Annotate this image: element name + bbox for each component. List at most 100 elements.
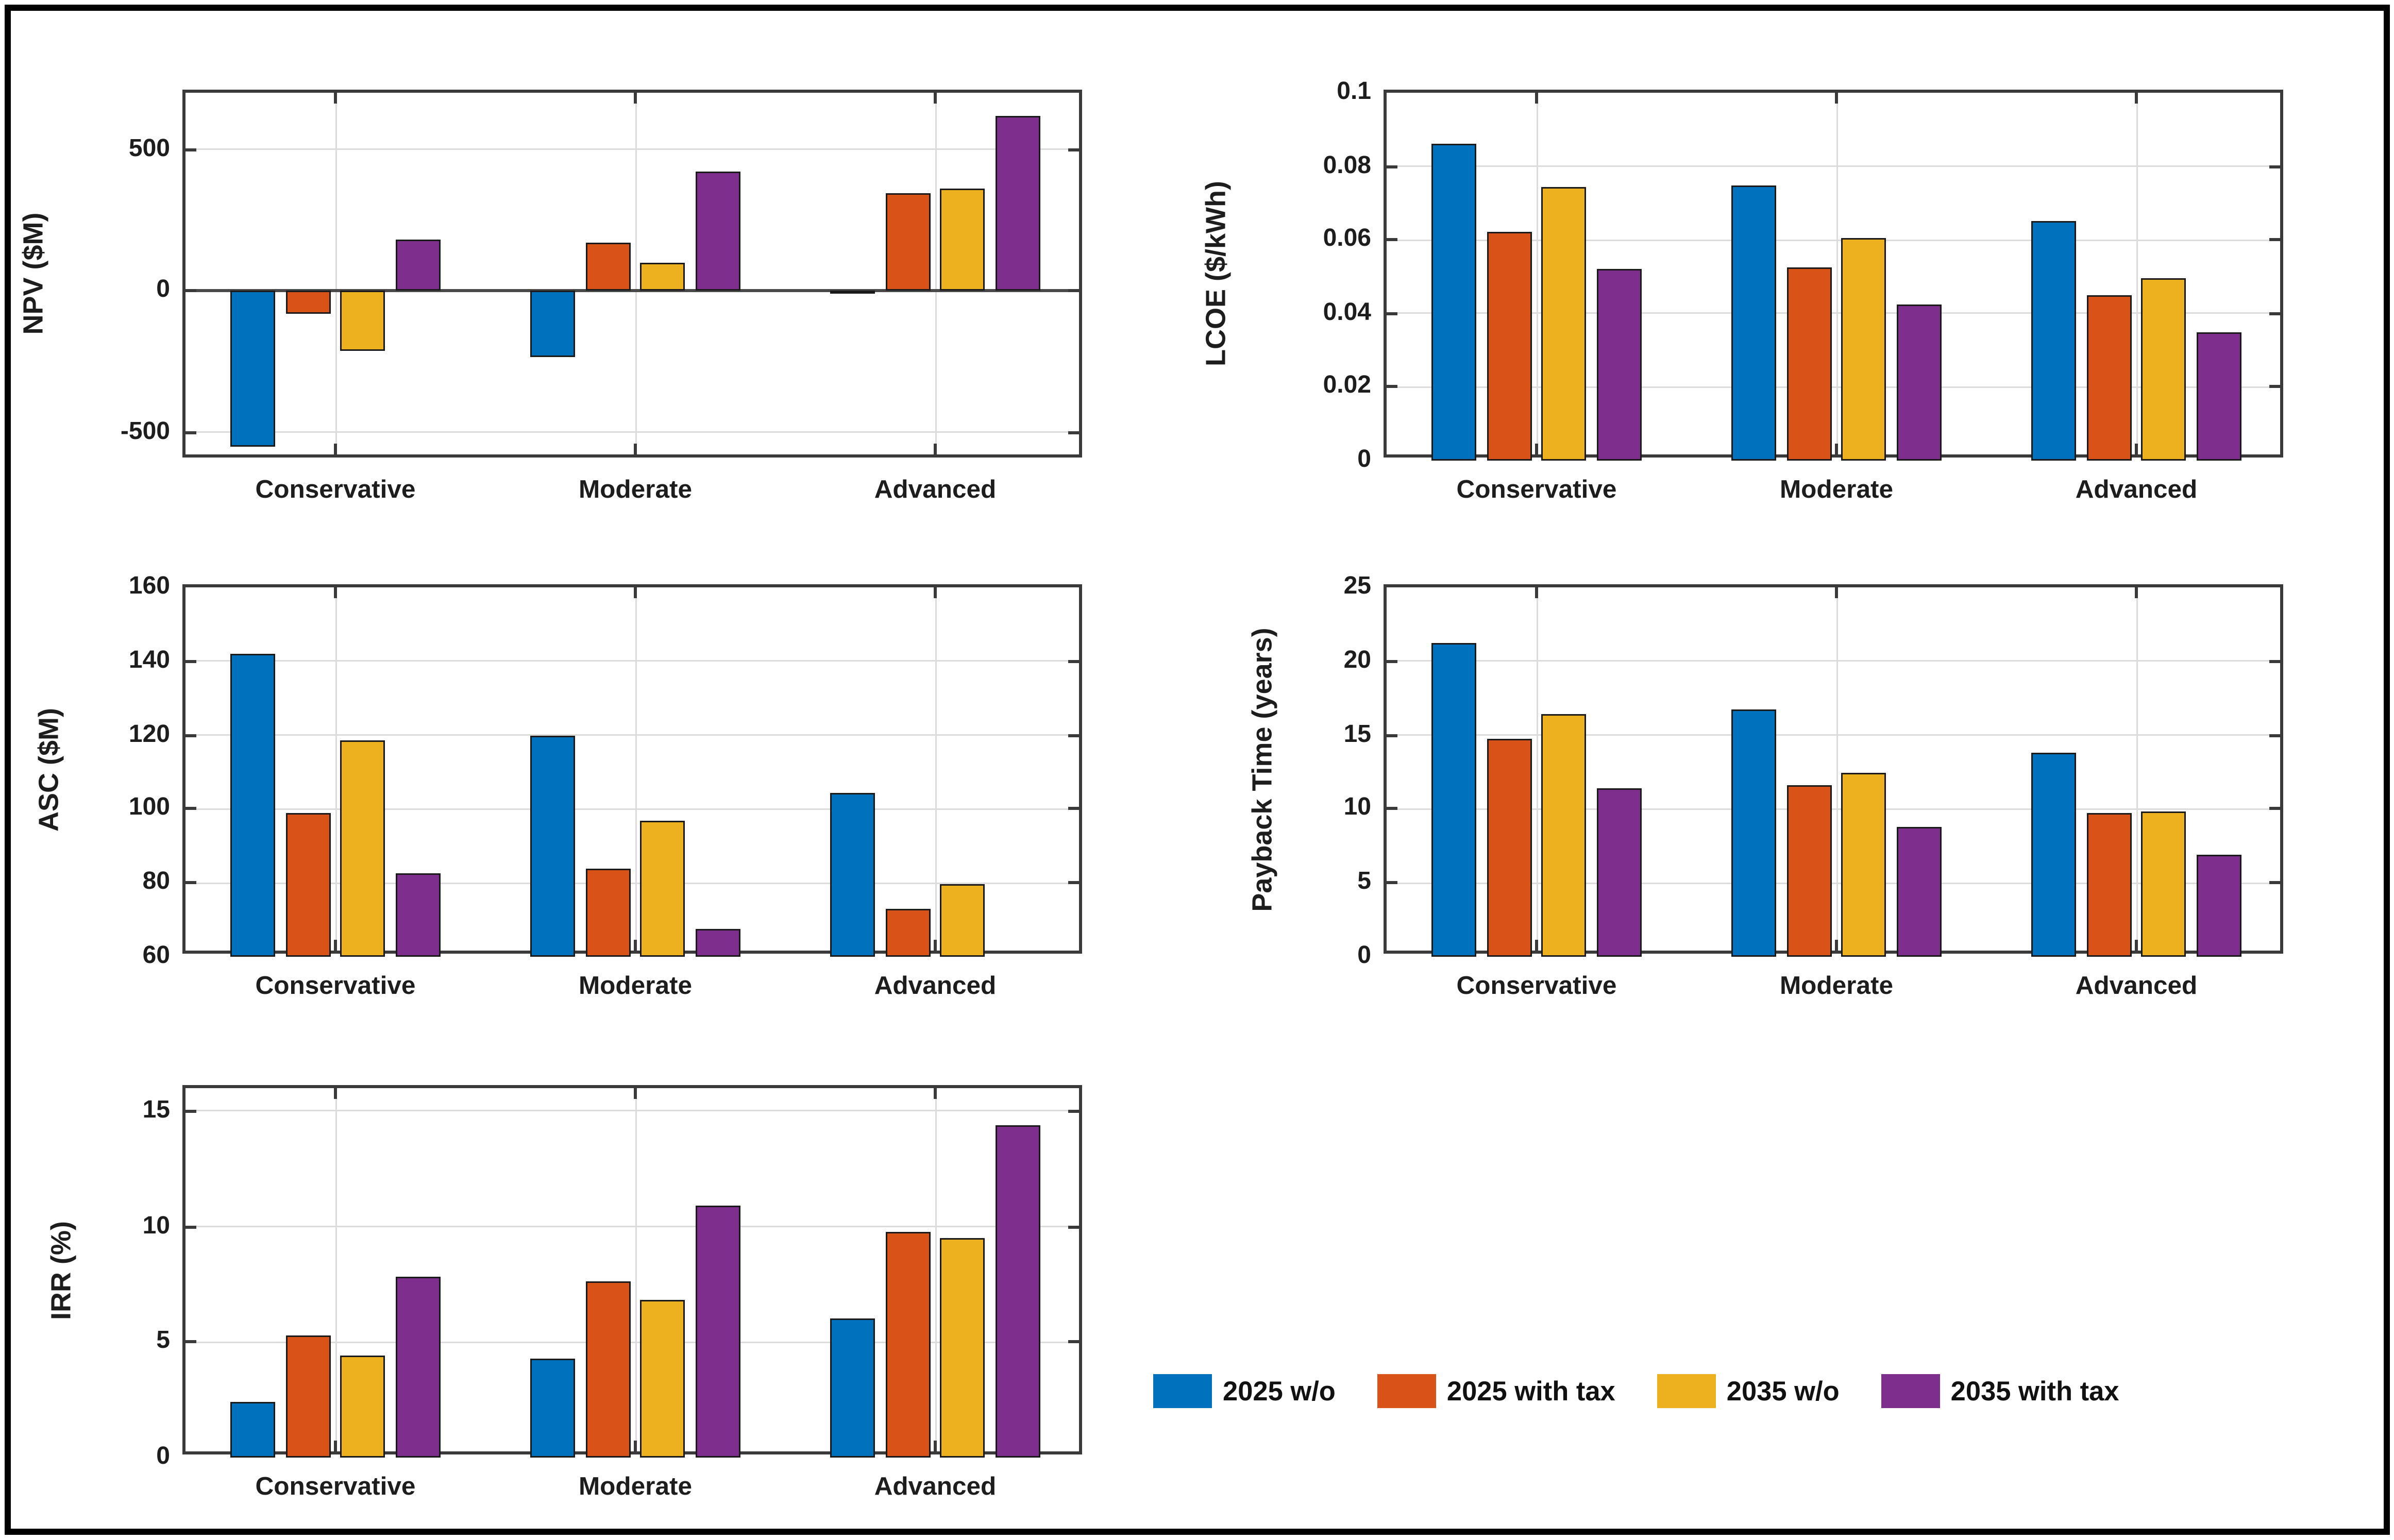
h-gridline [186,882,1079,884]
y-tick-label: 25 [1343,573,1371,600]
y-tick-mark [186,431,196,434]
y-tick-mark [1068,733,1079,737]
y-tick-mark [1068,881,1079,885]
y-tick-label: 0.06 [1323,226,1371,252]
bar-2025-w-o-moderate [1730,710,1776,957]
x-tick-mark [634,93,637,104]
x-tick-label-moderate: Moderate [578,1473,693,1501]
y-tick-mark [1387,881,1397,885]
y-tick-label: 120 [128,721,170,748]
bar-2035-w-o-conservative [1542,714,1587,957]
x-tick-mark [334,1088,337,1099]
y-tick-label: 0.08 [1323,152,1371,179]
bar-2025-with-tax-conservative [285,291,330,314]
bar-2025-with-tax-conservative [285,813,330,957]
bar-2035-with-tax-advanced [2197,332,2243,461]
y-tick-mark [186,733,196,737]
y-tick-label: 160 [128,573,170,600]
legend-swatch-2035-with-tax [1881,1374,1940,1408]
asc-y-axis-label: ASC ($M) [33,707,64,831]
y-tick-mark [186,1225,196,1228]
v-gridline [334,93,336,454]
bar-2025-w-o-advanced [2030,221,2076,461]
y-tick-label: 80 [142,869,170,895]
y-tick-label: 0 [1357,447,1371,473]
legend-item-2035-wo: 2035 w/o [1657,1374,1840,1408]
h-gridline [186,808,1079,810]
y-tick-label: 20 [1343,647,1371,674]
y-tick-label: 500 [128,135,170,162]
bar-2035-with-tax-advanced [996,115,1041,291]
bar-2035-with-tax-moderate [696,1206,741,1458]
y-tick-label: 0.02 [1323,373,1371,400]
bar-2025-w-o-conservative [1430,643,1476,957]
v-gridline [2135,93,2137,454]
bar-2025-with-tax-moderate [585,868,630,957]
bar-2025-with-tax-advanced [885,1231,930,1458]
h-gridline [1387,660,2280,662]
legend-label-2025-with-tax: 2025 with tax [1446,1375,1615,1406]
bar-2035-with-tax-conservative [396,240,442,291]
x-tick-mark [1535,93,1538,104]
bar-2035-with-tax-conservative [396,873,442,957]
x-tick-label-moderate: Moderate [578,972,693,1000]
legend-swatch-2025-with-tax [1377,1374,1436,1408]
h-gridline [1387,165,2280,167]
v-gridline [634,587,636,951]
y-tick-mark [1068,289,1079,293]
bar-2035-w-o-moderate [640,1300,686,1458]
npv-chart: NPV ($M) -500 0 500 Conservative Moderate Adv… [18,90,1082,504]
h-gridline [1387,239,2280,241]
legend-item-2025-with-tax: 2025 with tax [1377,1374,1615,1408]
x-tick-mark [634,940,637,951]
zero-baseline [186,289,1079,293]
y-tick-mark [1068,431,1079,434]
bar-2025-with-tax-advanced [885,193,930,291]
h-gridline [186,734,1079,736]
x-tick-mark [1835,93,1838,104]
bar-2035-w-o-moderate [640,820,686,957]
y-tick-mark [186,659,196,663]
h-gridline [1387,312,2280,314]
y-tick-mark [1068,807,1079,811]
y-tick-mark [1068,1225,1079,1228]
bar-2035-with-tax-moderate [1897,826,1943,957]
y-tick-label: 0.1 [1337,79,1371,105]
bar-2035-w-o-conservative [341,291,386,351]
irr-chart: IRR (%) 0 5 10 15 Conservative Moderate Advanc… [46,1085,1082,1501]
y-tick-mark [1387,807,1397,811]
y-tick-label: 0.04 [1323,299,1371,326]
bar-2035-with-tax-conservative [1597,269,1643,461]
x-tick-mark [934,940,937,951]
y-tick-mark [186,1340,196,1344]
v-gridline [1536,93,1538,454]
bar-2025-w-o-conservative [1430,144,1476,461]
bar-2025-w-o-conservative [229,654,275,957]
x-tick-label-advanced: Advanced [874,1473,997,1501]
lcoe-plot-area: 0 0.02 0.04 0.06 0.08 0.1 Conservative Moderate… [1323,79,2283,504]
v-gridline [334,1088,336,1451]
v-gridline [934,1088,936,1451]
bar-2035-with-tax-advanced [996,1125,1041,1458]
v-gridline [334,587,336,951]
bar-2025-with-tax-moderate [1786,785,1831,957]
y-tick-mark [186,1109,196,1113]
x-tick-mark [2135,940,2138,951]
legend: 2025 w/o 2025 with tax 2035 w/o 2035 wit… [1153,1374,2119,1408]
bar-2025-with-tax-moderate [585,243,630,291]
h-gridline [1387,808,2280,810]
x-tick-mark [634,444,637,454]
h-gridline [1387,386,2280,388]
bar-2025-w-o-moderate [529,735,575,957]
h-gridline [186,660,1079,662]
x-tick-label-advanced: Advanced [2075,972,2198,1000]
y-tick-mark [2269,238,2280,242]
y-tick-label: 140 [128,647,170,674]
bar-2025-with-tax-advanced [2086,295,2131,461]
y-tick-label: 5 [1357,869,1371,895]
bar-2035-with-tax-moderate [1897,304,1943,461]
y-tick-mark [2269,733,2280,737]
bar-2025-with-tax-conservative [285,1335,330,1458]
y-tick-mark [1387,733,1397,737]
x-tick-mark [1535,587,1538,598]
